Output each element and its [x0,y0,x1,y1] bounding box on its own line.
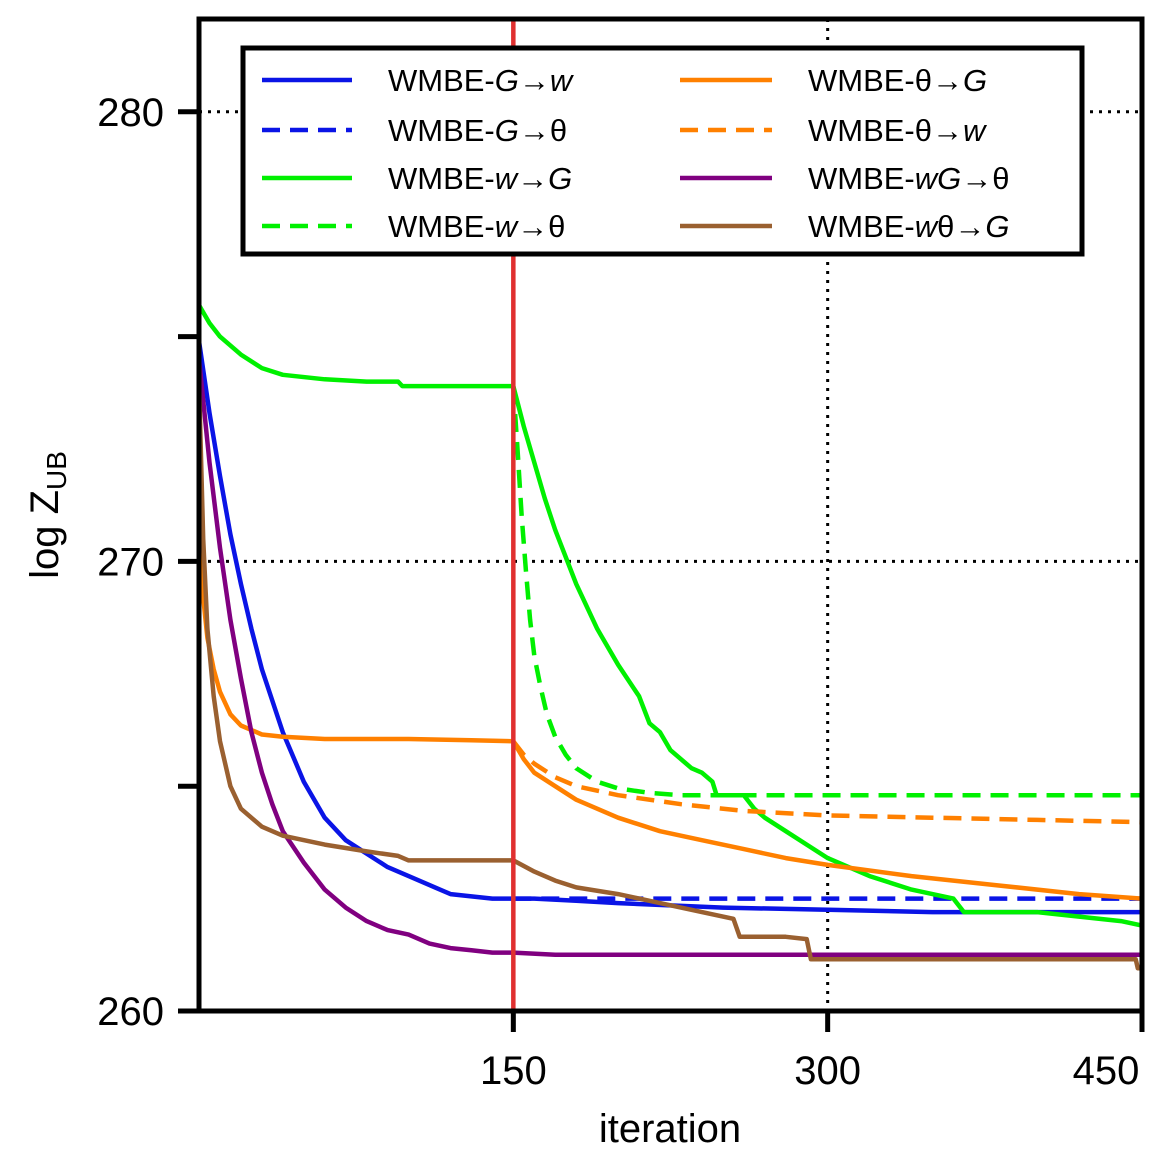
y-axis-title-main: log Z [23,490,67,579]
legend-label-5: WMBE-θ→G [808,63,987,98]
y-tick-label-2: 270 [97,540,164,584]
legend-label-6: WMBE-θ→w [808,113,988,148]
axis-ticks: 260 270 280 150 300 450 [97,91,1145,1093]
legend-box [240,45,1085,257]
plot-frame [196,16,1145,1014]
y-tick-label-4: 280 [97,91,164,135]
legend-label-4: WMBE-w→θ [388,209,565,244]
y-axis-title: log ZUB [23,451,72,579]
legend-label-1: WMBE-G→w [388,63,575,98]
legend-label-3: WMBE-w→G [388,161,572,196]
series-line-7 [199,358,1142,958]
series-lines [199,303,1142,971]
series-line-5 [199,534,1142,901]
x-axis-title: iteration [599,1107,741,1151]
legend-label-8: WMBE-wθ→G [808,209,1010,244]
legend-label-7: WMBE-wG→θ [808,161,1010,196]
series-line-8 [199,381,1142,971]
y-tick-label-0: 260 [97,990,164,1034]
series-line-6 [511,739,1142,825]
y-axis-title-subscript: UB [41,451,72,490]
series-line-4 [511,385,1142,798]
legend: WMBE-G→w WMBE-G→θ WMBE-w→G WMBE-w→θ WMBE-θ→G… [240,45,1085,257]
series-line-3 [199,303,1142,928]
x-tick-label-0: 150 [480,1049,547,1093]
x-tick-label-2: 450 [1073,1049,1140,1093]
legend-label-2: WMBE-G→θ [388,113,567,148]
series-line-1 [199,340,1142,915]
legend-entries: WMBE-G→w WMBE-G→θ WMBE-w→G WMBE-w→θ WMBE-θ→G… [262,63,1010,244]
x-tick-label-1: 300 [794,1049,861,1093]
